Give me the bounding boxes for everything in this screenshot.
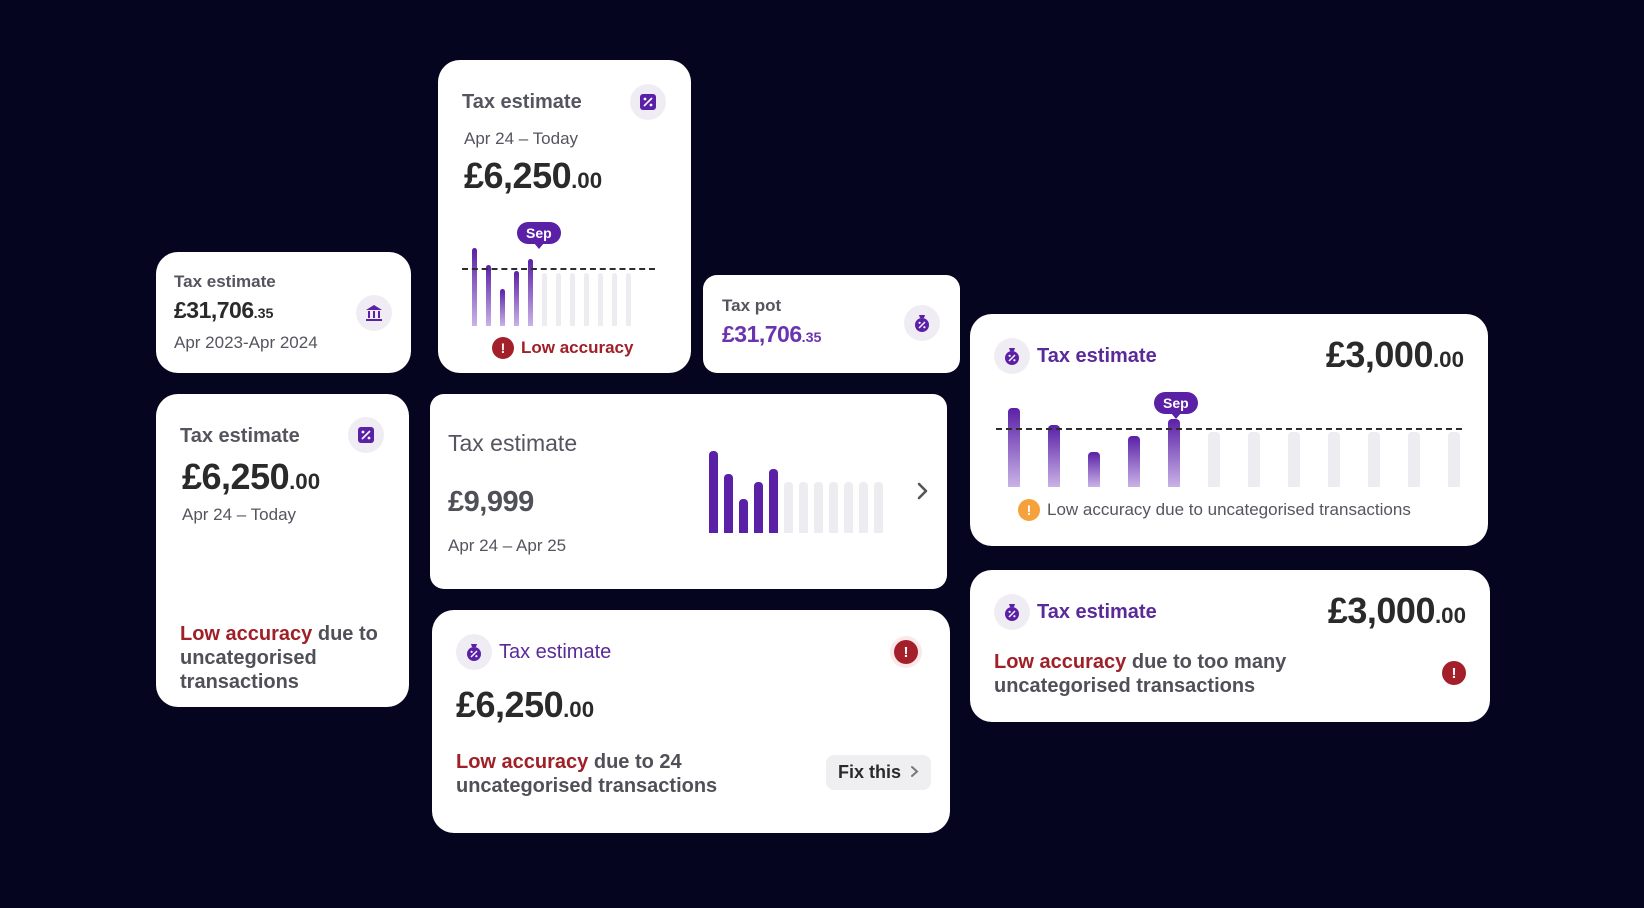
bar xyxy=(556,273,561,326)
card-title: Tax estimate xyxy=(448,430,578,456)
bar xyxy=(754,482,763,533)
card-title: Tax estimate xyxy=(462,91,582,113)
tax-pot-icon xyxy=(904,305,940,341)
tax-estimate-card-warning-wide[interactable]: Tax estimate £3,000.00 Low accuracy due … xyxy=(970,570,1490,722)
amount: £9,999 xyxy=(448,486,534,518)
bar xyxy=(612,273,617,326)
bar xyxy=(769,469,778,533)
bar xyxy=(1288,432,1300,487)
bar xyxy=(598,273,603,326)
bar xyxy=(1408,432,1420,487)
average-line xyxy=(996,428,1462,430)
period-label: Apr 24 – Today xyxy=(182,505,297,524)
tax-estimate-card-wide[interactable]: Tax estimate £9,999 Apr 24 – Apr 25 xyxy=(430,394,947,589)
amount: £3,000.00 xyxy=(1325,334,1464,375)
tax-pot-icon xyxy=(994,338,1030,374)
bar xyxy=(472,248,477,326)
warning-row: ! Low accuracy xyxy=(492,337,633,359)
amount: £6,250.00 xyxy=(456,684,595,725)
amount: £31,706.35 xyxy=(722,321,822,347)
bar xyxy=(542,273,547,326)
tax-estimate-card-fix[interactable]: Tax estimate ! £6,250.00 Low accuracy du… xyxy=(432,610,950,833)
alert-icon: ! xyxy=(492,337,514,359)
warning-text: Low accuracy due to too many uncategoris… xyxy=(994,651,1287,697)
tax-percent-icon xyxy=(630,84,666,120)
bar xyxy=(874,482,883,533)
tax-percent-icon xyxy=(348,417,384,453)
bar xyxy=(528,259,533,326)
bar xyxy=(1168,419,1180,487)
tax-pot-card[interactable]: Tax pot £31,706.35 xyxy=(703,275,960,373)
bank-icon xyxy=(356,295,392,331)
card-title: Tax estimate xyxy=(1037,345,1157,367)
tax-estimate-card-chart-wide[interactable]: Tax estimate £3,000.00 Sep ! Low accurac… xyxy=(970,314,1488,546)
tax-pot-icon xyxy=(994,594,1030,630)
bar xyxy=(1048,425,1060,487)
alert-icon: ! xyxy=(894,640,918,664)
bar xyxy=(626,273,631,326)
warning-text: Low accuracy due to 24 uncategorised tra… xyxy=(456,751,718,797)
bar xyxy=(1088,452,1100,487)
card-title: Tax estimate xyxy=(1037,601,1157,623)
bar xyxy=(1208,432,1220,487)
chevron-right-icon xyxy=(911,766,919,777)
chevron-right-icon[interactable] xyxy=(916,481,930,506)
card-title: Tax pot xyxy=(722,296,782,315)
month-tooltip: Sep xyxy=(517,222,561,249)
bar xyxy=(739,499,748,533)
tax-estimate-card-warning-tall[interactable]: Tax estimate £6,250.00 Apr 24 – Today Lo… xyxy=(156,394,409,707)
warning-label: Low accuracy due to uncategorised transa… xyxy=(1047,500,1411,519)
period-label: Apr 24 – Apr 25 xyxy=(448,536,567,555)
tax-pot-icon xyxy=(456,634,492,670)
bar xyxy=(1248,432,1260,487)
tax-estimate-card-annual[interactable]: Tax estimate £31,706.35 Apr 2023-Apr 202… xyxy=(156,252,411,373)
bar xyxy=(486,265,491,326)
card-title: Tax estimate xyxy=(174,272,276,291)
bar xyxy=(584,273,589,326)
alert-icon: ! xyxy=(1442,661,1466,685)
warning-label: Low accuracy xyxy=(521,338,634,357)
tax-estimate-card-chart-compact[interactable]: Tax estimate Apr 24 – Today £6,250.00 Se… xyxy=(438,60,691,373)
bar xyxy=(1128,436,1140,487)
warning-icon: ! xyxy=(1018,499,1040,521)
amount: £6,250.00 xyxy=(464,155,603,196)
warning-row: ! Low accuracy due to uncategorised tran… xyxy=(1018,499,1411,521)
bar xyxy=(799,482,808,533)
period-label: Apr 2023-Apr 2024 xyxy=(174,333,318,352)
warning-text: Low accuracy due to uncategorised transa… xyxy=(180,623,378,693)
bar xyxy=(814,482,823,533)
fix-this-button[interactable]: Fix this xyxy=(826,755,932,790)
bar-chart xyxy=(1008,408,1460,487)
card-title: Tax estimate xyxy=(499,641,612,663)
amount: £31,706.35 xyxy=(174,297,274,323)
average-line xyxy=(462,268,655,270)
bar xyxy=(570,273,575,326)
month-tooltip: Sep xyxy=(1154,392,1198,419)
bar xyxy=(1008,408,1020,487)
bar xyxy=(844,482,853,533)
bar xyxy=(784,482,793,533)
bar xyxy=(859,482,868,533)
period-label: Apr 24 – Today xyxy=(464,129,579,148)
alert-icon-wrap: ! xyxy=(890,636,922,668)
bar xyxy=(1328,432,1340,487)
card-title: Tax estimate xyxy=(180,425,300,447)
bar xyxy=(724,474,733,533)
bar xyxy=(1448,432,1460,487)
bar-chart xyxy=(472,248,640,326)
bar-chart xyxy=(709,451,889,533)
bar xyxy=(829,482,838,533)
bar xyxy=(514,271,519,326)
bar xyxy=(500,289,505,326)
amount: £6,250.00 xyxy=(182,456,321,497)
amount: £3,000.00 xyxy=(1327,590,1466,631)
bar xyxy=(1368,432,1380,487)
bar xyxy=(709,451,718,533)
